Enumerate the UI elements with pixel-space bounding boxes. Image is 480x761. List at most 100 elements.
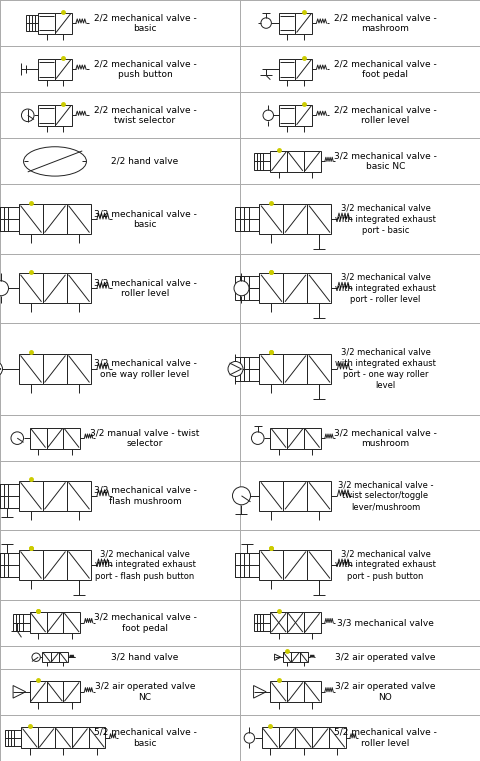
Bar xyxy=(283,204,307,234)
Bar xyxy=(270,428,287,449)
Text: 3/2 mechanical valve
with integrated exhaust
port - push button: 3/2 mechanical valve with integrated exh… xyxy=(335,549,435,581)
Bar xyxy=(307,354,331,384)
Text: 3/2 mechanical valve
with integrated exhaust
port - flash push button: 3/2 mechanical valve with integrated exh… xyxy=(95,549,195,581)
Text: 3/2 air operated valve: 3/2 air operated valve xyxy=(335,653,435,662)
Bar xyxy=(63,428,80,449)
Bar xyxy=(283,481,307,511)
Bar xyxy=(287,151,303,172)
Text: 3/2 air operated valve
NC: 3/2 air operated valve NC xyxy=(95,682,195,702)
Bar xyxy=(283,273,307,303)
Bar xyxy=(253,614,270,631)
Bar xyxy=(303,612,320,633)
Bar xyxy=(0,553,19,577)
Bar xyxy=(63,612,80,633)
Bar xyxy=(307,273,331,303)
Text: 5/2 mechanical valve -
basic: 5/2 mechanical valve - basic xyxy=(94,728,196,748)
Bar xyxy=(59,652,67,663)
Bar xyxy=(253,153,270,170)
Bar xyxy=(30,612,47,633)
Bar xyxy=(0,207,19,231)
Text: 2/2 mechanical valve -
basic: 2/2 mechanical valve - basic xyxy=(94,13,196,33)
Bar xyxy=(0,553,19,577)
Bar xyxy=(307,550,331,580)
Text: 3/2 mechanical valve -
flash mushroom: 3/2 mechanical valve - flash mushroom xyxy=(94,486,196,506)
Bar xyxy=(307,204,331,234)
Bar xyxy=(51,652,59,663)
Circle shape xyxy=(228,361,242,377)
Circle shape xyxy=(244,733,254,743)
Bar xyxy=(295,13,312,33)
Bar xyxy=(30,428,47,449)
Text: 3/2 mechanical valve -
basic NC: 3/2 mechanical valve - basic NC xyxy=(334,151,436,171)
Bar xyxy=(291,652,299,663)
Circle shape xyxy=(251,431,264,444)
Bar xyxy=(13,614,30,631)
Circle shape xyxy=(0,361,2,377)
Bar xyxy=(38,13,55,33)
Text: 3/2 mechanical valve -
foot pedal: 3/2 mechanical valve - foot pedal xyxy=(94,613,196,632)
Polygon shape xyxy=(253,686,265,698)
Bar xyxy=(235,553,259,577)
Bar xyxy=(30,681,47,702)
Bar xyxy=(19,273,43,303)
Bar xyxy=(88,728,105,748)
Bar xyxy=(278,105,295,126)
Bar xyxy=(67,273,91,303)
Bar xyxy=(235,357,259,381)
Bar xyxy=(270,612,287,633)
Bar xyxy=(43,481,67,511)
Bar xyxy=(47,681,63,702)
Text: 3/2 mechanical valve
with integrated exhaust
port - roller level: 3/2 mechanical valve with integrated exh… xyxy=(335,272,435,304)
Bar xyxy=(278,728,295,748)
Text: 3/3 mechanical valve: 3/3 mechanical valve xyxy=(336,618,433,627)
Bar xyxy=(43,204,67,234)
Bar xyxy=(67,550,91,580)
Text: 3/2 mechanical valve -
one way roller level: 3/2 mechanical valve - one way roller le… xyxy=(94,359,196,379)
Bar xyxy=(259,204,283,234)
Bar xyxy=(72,728,88,748)
Circle shape xyxy=(233,281,249,296)
Text: 5/2 mechanical valve -
roller level: 5/2 mechanical valve - roller level xyxy=(334,728,436,748)
Bar xyxy=(67,204,91,234)
Bar xyxy=(43,550,67,580)
Bar xyxy=(278,13,295,33)
Bar xyxy=(38,728,55,748)
Text: 2/2 mechanical valve -
twist selector: 2/2 mechanical valve - twist selector xyxy=(94,105,196,126)
Text: 3/2 hand valve: 3/2 hand valve xyxy=(111,653,178,662)
Bar xyxy=(43,273,67,303)
Bar xyxy=(287,612,303,633)
Bar xyxy=(235,207,259,231)
Bar xyxy=(67,481,91,511)
Circle shape xyxy=(32,653,40,661)
Bar xyxy=(25,14,38,31)
Bar xyxy=(259,550,283,580)
Bar xyxy=(270,151,287,172)
Bar xyxy=(259,354,283,384)
Text: 3/2 mechanical valve -
roller level: 3/2 mechanical valve - roller level xyxy=(94,279,196,298)
Bar xyxy=(295,728,312,748)
Text: 2/2 mechanical valve -
roller level: 2/2 mechanical valve - roller level xyxy=(334,105,436,126)
Bar xyxy=(303,428,320,449)
Bar xyxy=(303,681,320,702)
Bar xyxy=(287,428,303,449)
Text: 3/2 air operated valve
NO: 3/2 air operated valve NO xyxy=(335,682,435,702)
Bar xyxy=(38,59,55,80)
Bar xyxy=(67,354,91,384)
Text: 3/2 mechanical valve
with integrated exhaust
port - basic: 3/2 mechanical valve with integrated exh… xyxy=(335,203,435,234)
Polygon shape xyxy=(13,686,25,698)
Text: 2/2 mechanical valve -
push button: 2/2 mechanical valve - push button xyxy=(94,59,196,79)
Circle shape xyxy=(260,18,271,28)
Bar xyxy=(47,681,63,702)
Circle shape xyxy=(263,110,273,120)
Bar xyxy=(235,553,259,577)
Bar xyxy=(235,276,259,301)
Bar xyxy=(43,354,67,384)
Circle shape xyxy=(22,109,34,122)
Text: 2/2 hand valve: 2/2 hand valve xyxy=(111,157,178,166)
Bar xyxy=(19,354,43,384)
Bar xyxy=(287,681,303,702)
Text: 3/2 mechanical valve
with integrated exhaust
port - one way roller
level: 3/2 mechanical valve with integrated exh… xyxy=(335,348,435,390)
Bar xyxy=(19,550,43,580)
Bar xyxy=(30,681,47,702)
Text: 2/2 mechanical valve -
mashroom: 2/2 mechanical valve - mashroom xyxy=(334,13,436,33)
